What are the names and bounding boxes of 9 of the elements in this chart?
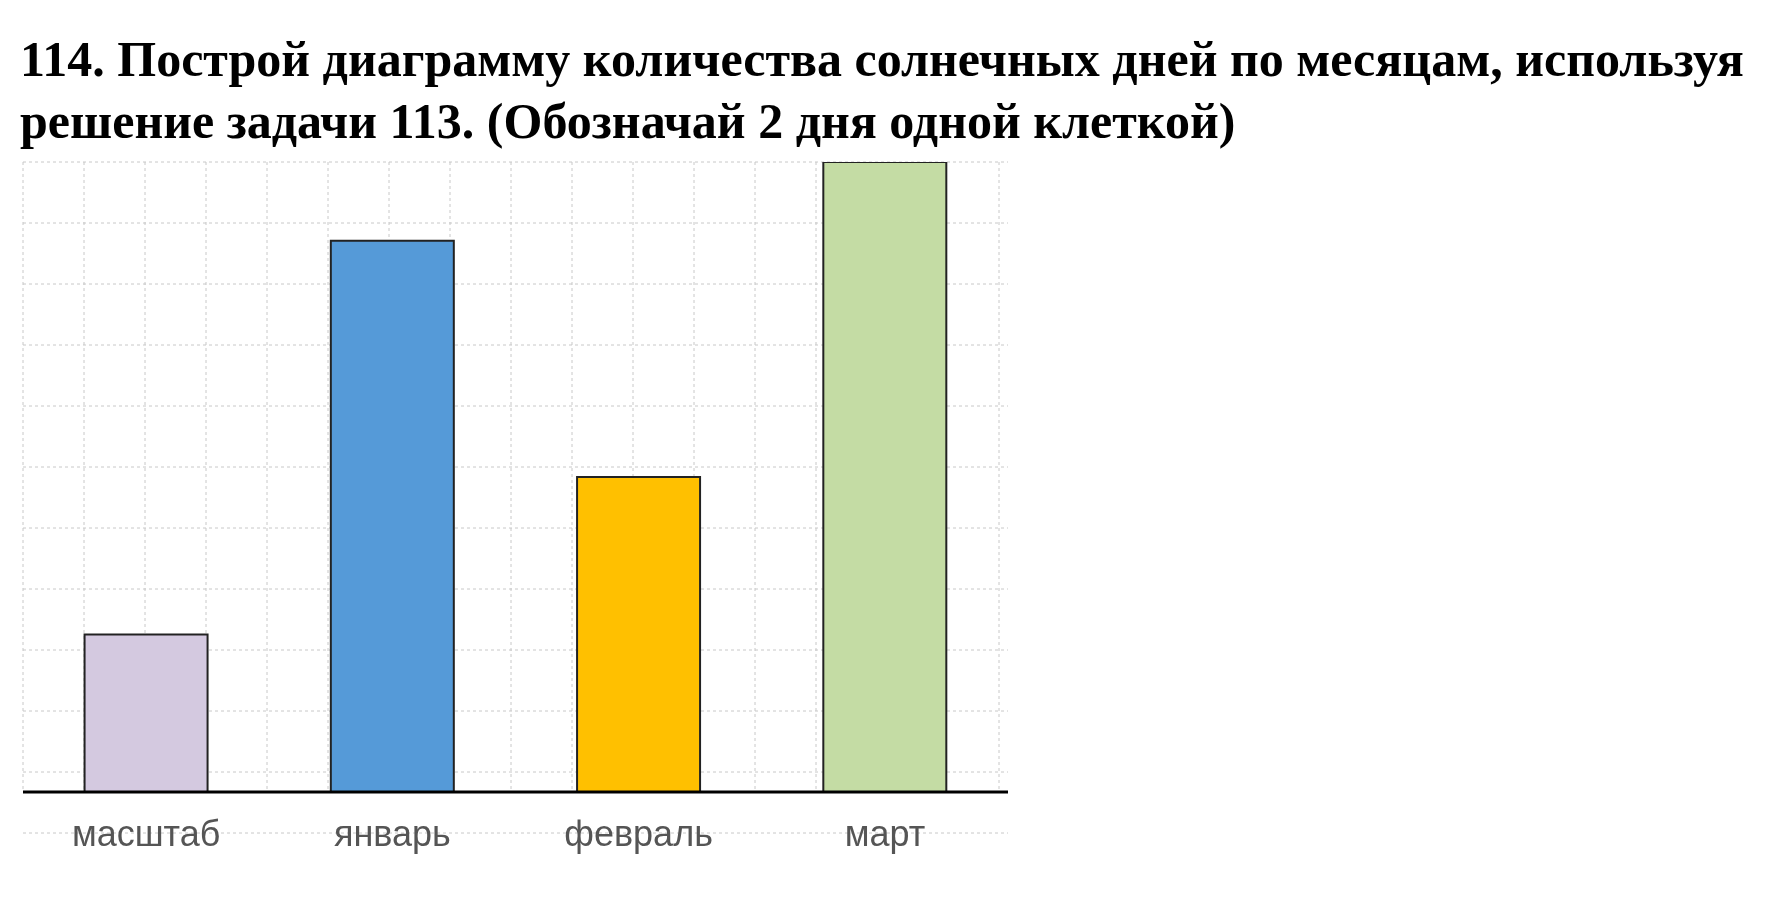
x-tick-label: февраль [564,812,713,854]
bar [822,162,948,792]
bar [576,476,702,792]
x-tick-label: масштаб [71,812,221,854]
bar [329,239,455,792]
bar [83,633,209,792]
x-tick-label: январь [333,812,451,854]
x-tick-label: март [844,812,926,854]
chart-title: 114. Построй диаграмму количества солнечных дней по месяцам, используя решение задачи 113. (Обозначай 2 дня одной клеткой) [19,30,1745,151]
